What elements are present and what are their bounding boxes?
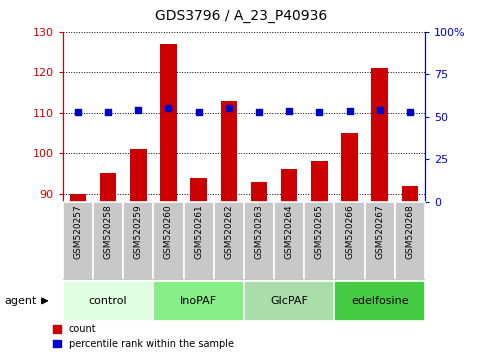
Bar — [244, 280, 334, 321]
Text: GlcPAF: GlcPAF — [270, 296, 308, 306]
Bar — [402, 185, 418, 202]
Bar — [70, 194, 86, 202]
Text: GSM520268: GSM520268 — [405, 204, 414, 259]
Text: GDS3796 / A_23_P40936: GDS3796 / A_23_P40936 — [156, 9, 327, 23]
Legend: count, percentile rank within the sample: count, percentile rank within the sample — [53, 324, 234, 349]
Text: GSM520257: GSM520257 — [73, 204, 83, 259]
Point — [104, 109, 112, 115]
Bar — [190, 177, 207, 202]
Bar — [365, 202, 395, 280]
Point — [225, 105, 233, 111]
Bar — [160, 44, 177, 202]
Bar — [130, 149, 146, 202]
Bar — [281, 170, 298, 202]
Bar — [371, 68, 388, 202]
Point — [74, 109, 82, 115]
Text: GSM520260: GSM520260 — [164, 204, 173, 259]
Point — [346, 108, 354, 114]
Point — [315, 109, 323, 115]
Point — [376, 107, 384, 113]
Text: GSM520261: GSM520261 — [194, 204, 203, 259]
Bar — [154, 202, 184, 280]
Bar — [244, 202, 274, 280]
Text: GSM520259: GSM520259 — [134, 204, 143, 259]
Bar — [395, 202, 425, 280]
Point — [285, 108, 293, 114]
Bar — [154, 280, 244, 321]
Bar — [221, 101, 237, 202]
Text: GSM520258: GSM520258 — [103, 204, 113, 259]
Bar — [213, 202, 244, 280]
Bar — [304, 202, 334, 280]
Point — [406, 109, 414, 115]
Point — [195, 109, 202, 115]
Text: GSM520266: GSM520266 — [345, 204, 354, 259]
Text: GSM520265: GSM520265 — [315, 204, 324, 259]
Text: GSM520264: GSM520264 — [284, 204, 294, 259]
Bar — [123, 202, 154, 280]
Text: control: control — [89, 296, 128, 306]
Text: edelfosine: edelfosine — [351, 296, 409, 306]
Text: agent: agent — [5, 296, 37, 306]
Bar — [311, 161, 327, 202]
Bar — [251, 182, 267, 202]
Bar — [100, 173, 116, 202]
Bar — [63, 280, 154, 321]
Bar — [93, 202, 123, 280]
Point — [255, 109, 263, 115]
Text: GSM520267: GSM520267 — [375, 204, 384, 259]
Bar — [341, 133, 358, 202]
Bar — [334, 280, 425, 321]
Point — [134, 107, 142, 113]
Bar — [184, 202, 213, 280]
Point — [165, 105, 172, 111]
Text: GSM520262: GSM520262 — [224, 204, 233, 259]
Text: InoPAF: InoPAF — [180, 296, 217, 306]
Bar — [63, 202, 93, 280]
Text: GSM520263: GSM520263 — [255, 204, 264, 259]
Bar — [334, 202, 365, 280]
Bar — [274, 202, 304, 280]
